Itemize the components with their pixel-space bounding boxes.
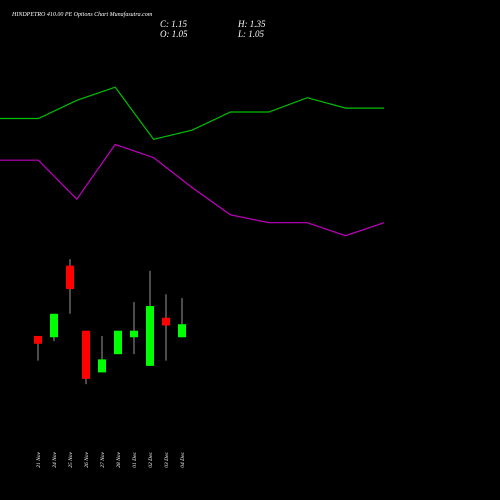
x-tick-label: 02 Dec (148, 451, 154, 467)
candle-body (130, 330, 138, 338)
low-info: L: 1.05 (237, 29, 265, 39)
candle-body (178, 324, 186, 338)
x-tick-label: 04 Dec (179, 451, 186, 467)
candle-body (98, 359, 106, 373)
x-tick-label: 21 Nov (36, 451, 42, 467)
high-info: H: 1.35 (237, 19, 266, 29)
x-tick-label: 25 Nov (68, 451, 74, 467)
candle-body (66, 265, 74, 290)
candle-body (162, 317, 170, 326)
candle-body (114, 330, 122, 355)
candle-body (34, 335, 42, 344)
candle-body (50, 313, 58, 338)
candle-body (146, 305, 154, 366)
x-tick-label: 28 Nov (116, 451, 122, 467)
open-info: O: 1.05 (160, 29, 188, 39)
x-tick-label: 24 Nov (51, 451, 58, 467)
x-tick-label: 26 Nov (84, 451, 90, 467)
chart-title: HINDPETRO 410.00 PE Options Chart Munafa… (11, 11, 153, 18)
indicator-line (0, 86, 384, 140)
candle-body (82, 330, 90, 379)
x-tick-label: 01 Dec (132, 451, 138, 467)
indicator-line (0, 143, 385, 237)
x-tick-label: 03 Dec (164, 451, 170, 467)
close-info: C: 1.15 (160, 19, 188, 29)
x-tick-label: 27 Nov (100, 451, 106, 467)
